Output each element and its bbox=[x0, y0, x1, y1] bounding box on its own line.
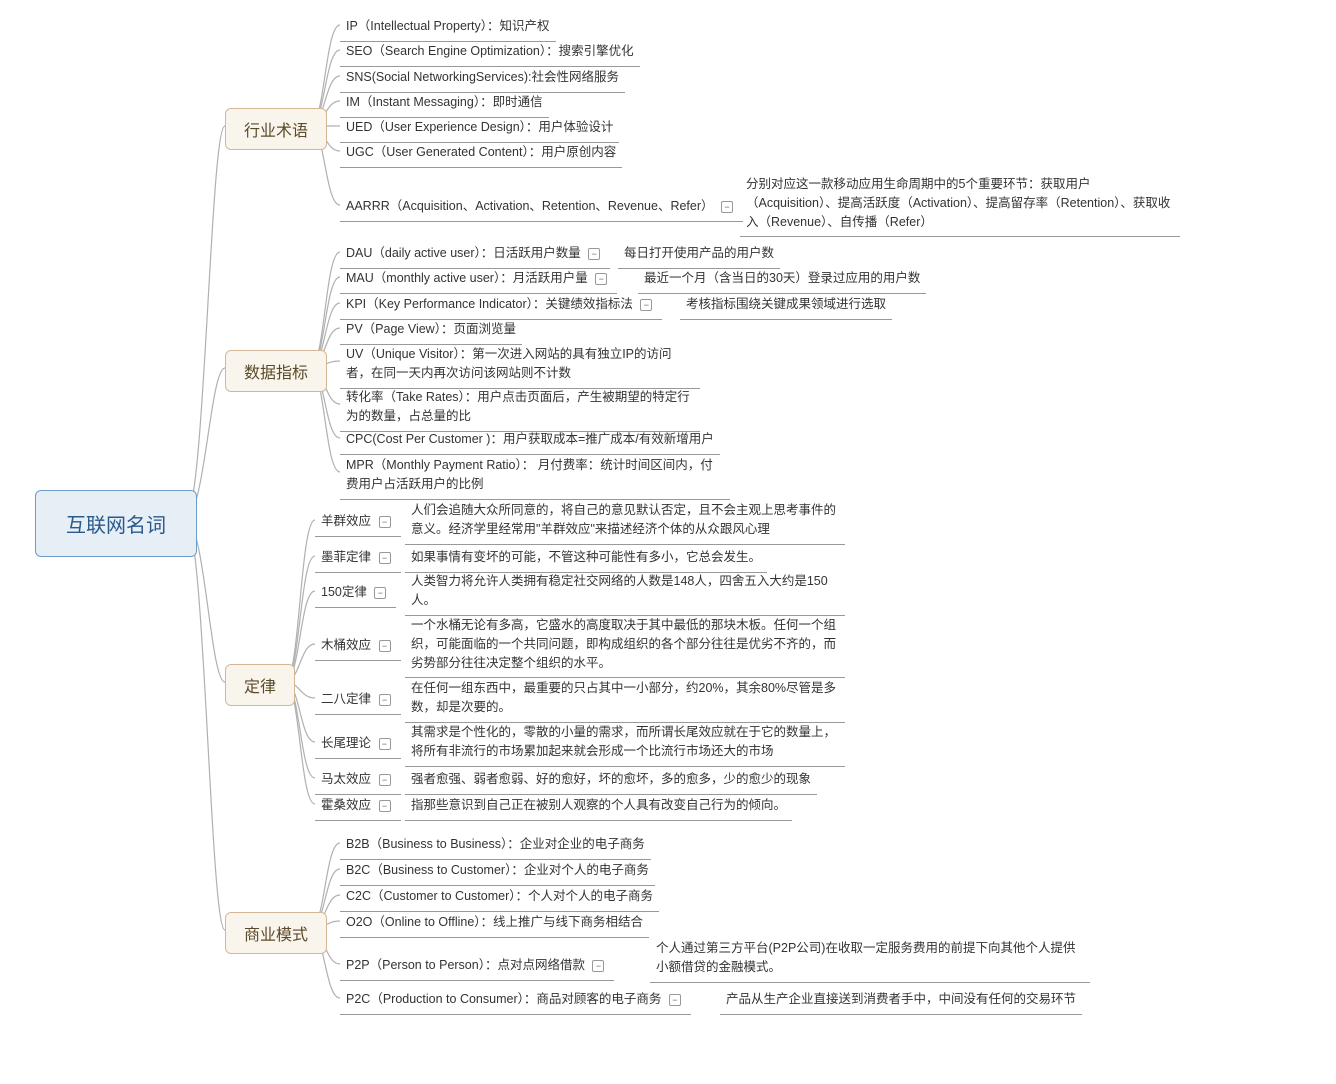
leaf-dau-desc[interactable]: 每日打开使用产品的用户数 bbox=[618, 241, 780, 269]
aarrr-label: AARRR（Acquisition、Activation、Retention、R… bbox=[346, 199, 714, 213]
leaf-hawthorne-name[interactable]: 霍桑效应 − bbox=[315, 793, 401, 821]
leaf-bucket-desc[interactable]: 一个水桶无论有多高，它盛水的高度取决于其中最低的那块木板。任何一个组织，可能面临… bbox=[405, 613, 845, 678]
branch-metrics[interactable]: 数据指标 bbox=[225, 350, 327, 392]
leaf-aarrr-desc[interactable]: 分别对应这一款移动应用生命周期中的5个重要环节：获取用户（Acquisition… bbox=[740, 172, 1180, 237]
leaf-sns[interactable]: SNS(Social NetworkingServices):社会性网络服务 bbox=[340, 65, 625, 93]
leaf-im[interactable]: IM（Instant Messaging）：即时通信 bbox=[340, 90, 549, 118]
collapse-icon[interactable]: − bbox=[379, 552, 391, 564]
branch-biz[interactable]: 商业模式 bbox=[225, 912, 327, 954]
root-node[interactable]: 互联网名词 bbox=[35, 490, 197, 557]
leaf-150-name[interactable]: 150定律 − bbox=[315, 580, 396, 608]
leaf-p2p-desc[interactable]: 个人通过第三方平台(P2P公司)在收取一定服务费用的前提下向其他个人提供小额借贷… bbox=[650, 936, 1090, 983]
leaf-aarrr[interactable]: AARRR（Acquisition、Activation、Retention、R… bbox=[340, 194, 743, 222]
collapse-icon[interactable]: − bbox=[379, 694, 391, 706]
collapse-icon[interactable]: − bbox=[721, 201, 733, 213]
leaf-murphy-name[interactable]: 墨菲定律 − bbox=[315, 545, 401, 573]
leaf-c2c[interactable]: C2C（Customer to Customer）：个人对个人的电子商务 bbox=[340, 884, 659, 912]
leaf-b2b[interactable]: B2B（Business to Business）：企业对企业的电子商务 bbox=[340, 832, 651, 860]
leaf-p2p[interactable]: P2P（Person to Person）：点对点网络借款 − bbox=[340, 953, 614, 981]
leaf-cpc[interactable]: CPC(Cost Per Customer )：用户获取成本=推广成本/有效新增… bbox=[340, 427, 720, 455]
collapse-icon[interactable]: − bbox=[592, 960, 604, 972]
leaf-pv[interactable]: PV（Page View）：页面浏览量 bbox=[340, 317, 522, 345]
leaf-longtail-desc[interactable]: 其需求是个性化的，零散的小量的需求，而所谓长尾效应就在于它的数量上，将所有非流行… bbox=[405, 720, 845, 767]
leaf-kpi[interactable]: KPI（Key Performance Indicator）：关键绩效指标法 − bbox=[340, 292, 662, 320]
leaf-take[interactable]: 转化率（Take Rates）：用户点击页面后，产生被期望的特定行为的数量，占总… bbox=[340, 385, 700, 432]
leaf-p2c-desc[interactable]: 产品从生产企业直接送到消费者手中，中间没有任何的交易环节 bbox=[720, 987, 1082, 1015]
branch-terminology[interactable]: 行业术语 bbox=[225, 108, 327, 150]
leaf-herd-desc[interactable]: 人们会追随大众所同意的，将自己的意见默认否定，且不会主观上思考事件的意义。经济学… bbox=[405, 498, 845, 545]
leaf-ued[interactable]: UED（User Experience Design）：用户体验设计 bbox=[340, 115, 619, 143]
collapse-icon[interactable]: − bbox=[379, 640, 391, 652]
leaf-dau[interactable]: DAU（daily active user）：日活跃用户数量 − bbox=[340, 241, 610, 269]
leaf-ip[interactable]: IP（Intellectual Property）：知识产权 bbox=[340, 14, 556, 42]
leaf-seo[interactable]: SEO（Search Engine Optimization）：搜索引擎优化 bbox=[340, 39, 640, 67]
collapse-icon[interactable]: − bbox=[379, 516, 391, 528]
leaf-kpi-desc[interactable]: 考核指标围绕关键成果领域进行选取 bbox=[680, 292, 892, 320]
leaf-ugc[interactable]: UGC（User Generated Content）：用户原创内容 bbox=[340, 140, 622, 168]
leaf-mau-desc[interactable]: 最近一个月（含当日的30天）登录过应用的用户数 bbox=[638, 266, 926, 294]
leaf-150-desc[interactable]: 人类智力将允许人类拥有稳定社交网络的人数是148人，四舍五入大约是150人。 bbox=[405, 569, 845, 616]
leaf-b2c[interactable]: B2C（Business to Customer）：企业对个人的电子商务 bbox=[340, 858, 655, 886]
leaf-longtail-name[interactable]: 长尾理论 − bbox=[315, 731, 401, 759]
leaf-bucket-name[interactable]: 木桶效应 − bbox=[315, 633, 401, 661]
collapse-icon[interactable]: − bbox=[374, 587, 386, 599]
collapse-icon[interactable]: − bbox=[588, 248, 600, 260]
leaf-matthew-name[interactable]: 马太效应 − bbox=[315, 767, 401, 795]
collapse-icon[interactable]: − bbox=[669, 994, 681, 1006]
leaf-matthew-desc[interactable]: 强者愈强、弱者愈弱、好的愈好，坏的愈坏，多的愈多，少的愈少的现象 bbox=[405, 767, 817, 795]
collapse-icon[interactable]: − bbox=[640, 299, 652, 311]
leaf-o2o[interactable]: O2O（Online to Offline）：线上推广与线下商务相结合 bbox=[340, 910, 649, 938]
collapse-icon[interactable]: − bbox=[379, 774, 391, 786]
collapse-icon[interactable]: − bbox=[379, 738, 391, 750]
leaf-28-name[interactable]: 二八定律 − bbox=[315, 687, 401, 715]
leaf-mpr[interactable]: MPR（Monthly Payment Ratio）： 月付费率：统计时间区间内… bbox=[340, 453, 730, 500]
branch-laws[interactable]: 定律 bbox=[225, 664, 295, 706]
leaf-mau[interactable]: MAU（monthly active user）：月活跃用户量 − bbox=[340, 266, 617, 294]
collapse-icon[interactable]: − bbox=[379, 800, 391, 812]
collapse-icon[interactable]: − bbox=[595, 273, 607, 285]
leaf-28-desc[interactable]: 在任何一组东西中，最重要的只占其中一小部分，约20%，其余80%尽管是多数，却是… bbox=[405, 676, 845, 723]
leaf-hawthorne-desc[interactable]: 指那些意识到自己正在被别人观察的个人具有改变自己行为的倾向。 bbox=[405, 793, 792, 821]
leaf-uv[interactable]: UV（Unique Visitor）：第一次进入网站的具有独立IP的访问者，在同… bbox=[340, 342, 700, 389]
leaf-p2c[interactable]: P2C（Production to Consumer）：商品对顾客的电子商务 − bbox=[340, 987, 691, 1015]
leaf-herd-name[interactable]: 羊群效应 − bbox=[315, 509, 401, 537]
